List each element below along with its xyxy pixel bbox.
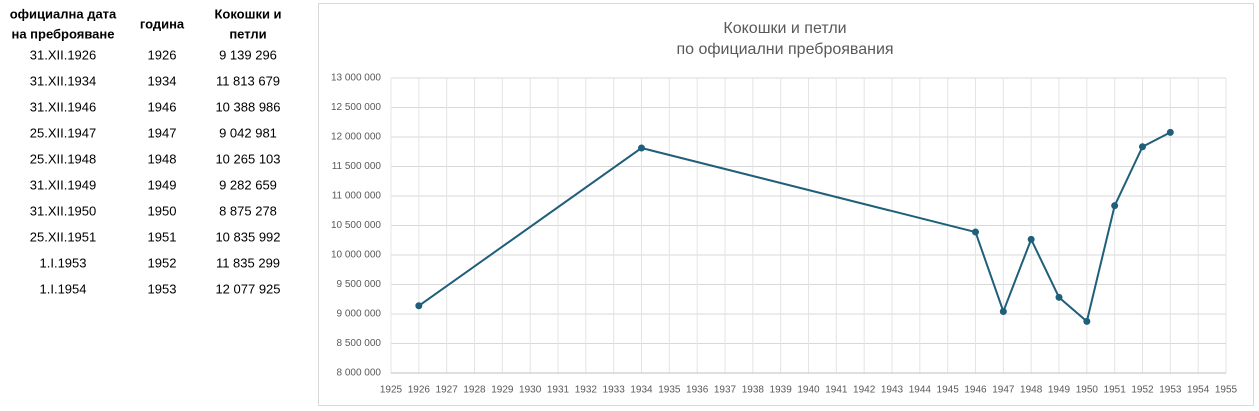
point <box>1111 202 1119 210</box>
table-cell: 11 835 299 <box>216 255 280 270</box>
x-tick-label: 1952 <box>1131 385 1154 396</box>
x-tick-label: 1949 <box>1048 385 1071 396</box>
table-cell: 25.XII.1948 <box>30 151 97 166</box>
x-tick-label: 1948 <box>1020 385 1043 396</box>
x-tick-label: 1925 <box>380 385 403 396</box>
chart-subtitle: по официални преброявания <box>676 41 893 58</box>
table-cell: 1.I.1953 <box>40 255 87 270</box>
point <box>1083 317 1091 325</box>
y-tick-label: 11 000 000 <box>332 191 382 202</box>
y-tick-label: 10 500 000 <box>331 220 381 231</box>
x-tick-label: 1933 <box>603 385 626 396</box>
y-tick-label: 8 000 000 <box>337 368 382 379</box>
table-cell: 1947 <box>148 125 177 140</box>
y-tick-label: 8 500 000 <box>337 338 382 349</box>
x-tick-label: 1927 <box>436 385 459 396</box>
x-tick-label: 1943 <box>881 385 904 396</box>
x-tick-label: 1941 <box>825 385 848 396</box>
point <box>1166 128 1174 136</box>
x-tick-label: 1953 <box>1159 385 1182 396</box>
point <box>972 228 979 236</box>
table-cell: 1949 <box>148 177 177 192</box>
table-cell: 31.XII.1949 <box>30 177 97 192</box>
x-tick-label: 1946 <box>964 385 987 396</box>
chart-title: Кокошки и петли <box>723 20 846 37</box>
point <box>415 302 423 310</box>
y-tick-label: 12 500 000 <box>331 102 381 113</box>
table-cell: 31.XII.1926 <box>30 47 97 62</box>
table-cell: 8 875 278 <box>219 203 277 218</box>
x-tick-label: 1937 <box>714 385 737 396</box>
x-tick-label: 1938 <box>742 385 765 396</box>
y-tick-label: 9 000 000 <box>337 309 382 320</box>
table-cell: 10 388 986 <box>215 99 280 114</box>
table-cell: 9 282 659 <box>219 177 277 192</box>
x-tick-label: 1928 <box>463 385 486 396</box>
point <box>1139 143 1146 151</box>
table-header: година <box>140 16 185 31</box>
x-tick-label: 1926 <box>408 385 431 396</box>
x-tick-label: 1942 <box>853 385 876 396</box>
table-cell: 1952 <box>148 255 177 270</box>
y-tick-label: 9 500 000 <box>337 279 382 290</box>
y-tick-label: 13 000 000 <box>331 73 381 84</box>
x-tick-label: 1936 <box>686 385 709 396</box>
table-header: петли <box>229 26 266 41</box>
table-cell: 25.XII.1947 <box>30 125 97 140</box>
table-cell: 31.XII.1934 <box>30 73 97 88</box>
table-cell: 1948 <box>148 151 177 166</box>
y-tick-label: 10 000 000 <box>331 250 381 261</box>
x-tick-label: 1930 <box>519 385 542 396</box>
point <box>999 307 1007 315</box>
table-cell: 1953 <box>148 281 177 296</box>
x-tick-label: 1931 <box>547 385 570 396</box>
point <box>638 144 645 152</box>
line <box>418 131 1171 324</box>
table-cell: 1.I.1954 <box>40 281 87 296</box>
x-tick-label: 1947 <box>992 385 1015 396</box>
x-tick-label: 1944 <box>909 385 932 396</box>
x-tick-label: 1951 <box>1104 385 1127 396</box>
table-cell: 10 835 992 <box>215 229 280 244</box>
table-cell: 25.XII.1951 <box>30 229 97 244</box>
x-tick-label: 1932 <box>575 385 598 396</box>
table-header: Кокошки и <box>214 6 281 21</box>
y-tick-label: 12 000 000 <box>331 132 381 143</box>
table-cell: 1934 <box>148 73 177 88</box>
point <box>1027 235 1035 243</box>
x-tick-label: 1955 <box>1215 385 1238 396</box>
table-cell: 1951 <box>148 229 177 244</box>
x-tick-label: 1939 <box>770 385 793 396</box>
table-cell: 1946 <box>148 99 177 114</box>
x-tick-label: 1950 <box>1076 385 1099 396</box>
table-header: на преброяване <box>11 26 114 41</box>
y-tick-label: 11 500 000 <box>332 161 382 172</box>
table-cell: 1950 <box>148 203 177 218</box>
table-cell: 12 077 925 <box>215 281 280 296</box>
table-header: официална дата <box>10 6 117 21</box>
table-cell: 1926 <box>148 47 177 62</box>
x-tick-label: 1940 <box>797 385 820 396</box>
table-cell: 9 042 981 <box>219 125 277 140</box>
table-cell: 9 139 296 <box>219 47 277 62</box>
x-tick-label: 1945 <box>937 385 960 396</box>
table-cell: 10 265 103 <box>215 151 280 166</box>
table-cell: 31.XII.1950 <box>30 203 97 218</box>
table-cell: 31.XII.1946 <box>30 99 97 114</box>
x-tick-label: 1934 <box>630 385 653 396</box>
point <box>1055 293 1063 301</box>
table-cell: 11 813 679 <box>216 73 280 88</box>
x-tick-label: 1935 <box>658 385 681 396</box>
x-tick-label: 1929 <box>491 385 514 396</box>
x-tick-label: 1954 <box>1187 385 1210 396</box>
